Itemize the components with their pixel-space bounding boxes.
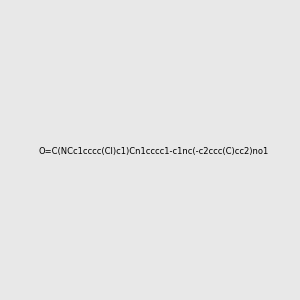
Text: O=C(NCc1cccc(Cl)c1)Cn1cccc1-c1nc(-c2ccc(C)cc2)no1: O=C(NCc1cccc(Cl)c1)Cn1cccc1-c1nc(-c2ccc(…: [39, 147, 269, 156]
